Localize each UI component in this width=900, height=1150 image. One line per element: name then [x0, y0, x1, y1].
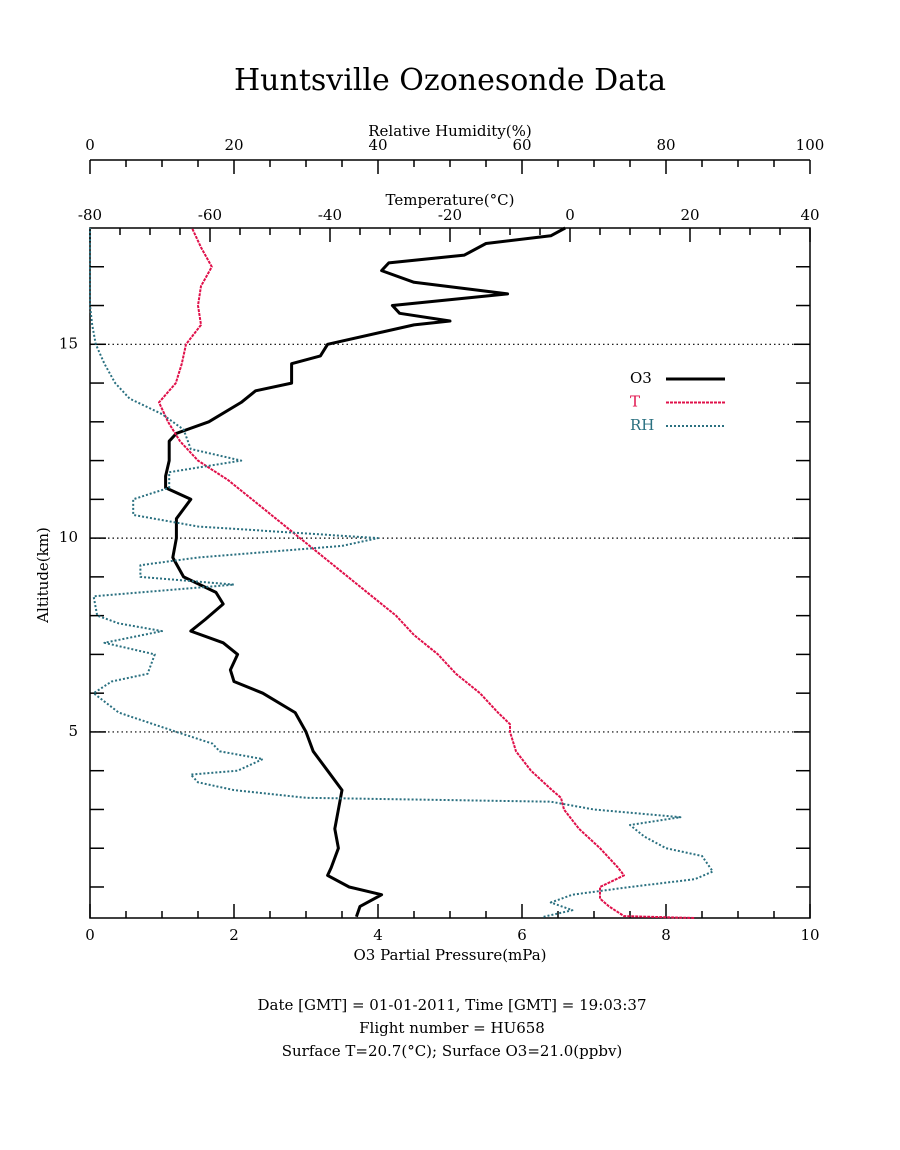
- x2-tick-label: -40: [318, 206, 342, 224]
- x3-tick-label: 100: [796, 136, 825, 154]
- x3-tick-label: 60: [512, 136, 531, 154]
- x-tick-label: 0: [85, 926, 95, 944]
- x3-tick-label: 80: [656, 136, 675, 154]
- x3-tick-label: 0: [85, 136, 95, 154]
- x2-tick-label: 20: [680, 206, 699, 224]
- x-tick-label: 8: [661, 926, 671, 944]
- x-tick-label: 4: [373, 926, 383, 944]
- o3-axis-label: O3 Partial Pressure(mPa): [353, 946, 546, 964]
- series-line: [164, 226, 566, 918]
- note: Surface T=20.7(°C); Surface O3=21.0(ppbv…: [282, 1042, 623, 1060]
- series-line: [158, 227, 695, 919]
- chart-title: Huntsville Ozonesonde Data: [234, 63, 666, 98]
- legend-label: O3: [630, 369, 652, 387]
- legend-label: T: [630, 393, 640, 411]
- x-tick-label: 10: [800, 926, 819, 944]
- plot-frame: [89, 227, 811, 919]
- x3-tick-label: 40: [368, 136, 387, 154]
- legend-label: RH: [630, 416, 654, 434]
- y-tick-label: 5: [68, 722, 78, 740]
- rh-axis-label: Relative Humidity(%): [368, 122, 531, 140]
- x2-tick-label: 40: [800, 206, 819, 224]
- y-axis-label: Altitude(km): [34, 527, 52, 624]
- x-tick-label: 2: [229, 926, 239, 944]
- y-tick-label: 10: [59, 528, 78, 546]
- temp-axis-label: Temperature(°C): [386, 191, 515, 209]
- note: Date [GMT] = 01-01-2011, Time [GMT] = 19…: [257, 996, 646, 1014]
- x2-tick-label: 0: [565, 206, 575, 224]
- x-tick-label: 6: [517, 926, 527, 944]
- x2-tick-label: -20: [438, 206, 462, 224]
- series-line: [89, 228, 714, 918]
- x3-tick-label: 20: [224, 136, 243, 154]
- y-tick-label: 15: [59, 334, 78, 352]
- note: Flight number = HU658: [359, 1019, 545, 1037]
- x2-tick-label: -80: [78, 206, 102, 224]
- x2-tick-label: -60: [198, 206, 222, 224]
